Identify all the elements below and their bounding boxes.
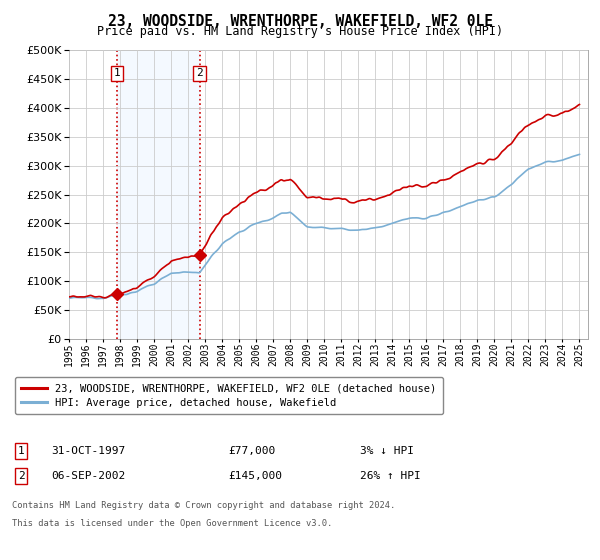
Text: £145,000: £145,000 [228,471,282,481]
Text: 31-OCT-1997: 31-OCT-1997 [51,446,125,456]
Text: 26% ↑ HPI: 26% ↑ HPI [360,471,421,481]
Bar [117,50,200,339]
Text: This data is licensed under the Open Government Licence v3.0.: This data is licensed under the Open Gov… [12,519,332,528]
Text: 23, WOODSIDE, WRENTHORPE, WAKEFIELD, WF2 0LE: 23, WOODSIDE, WRENTHORPE, WAKEFIELD, WF2… [107,14,493,29]
Text: 3% ↓ HPI: 3% ↓ HPI [360,446,414,456]
Text: 2: 2 [17,471,25,481]
Text: 1: 1 [17,446,25,456]
Legend: 23, WOODSIDE, WRENTHORPE, WAKEFIELD, WF2 0LE (detached house), HPI: Average pric: 23, WOODSIDE, WRENTHORPE, WAKEFIELD, WF2… [14,377,443,414]
Text: Contains HM Land Registry data © Crown copyright and database right 2024.: Contains HM Land Registry data © Crown c… [12,501,395,510]
Text: Price paid vs. HM Land Registry's House Price Index (HPI): Price paid vs. HM Land Registry's House … [97,25,503,38]
Text: 2: 2 [196,68,203,78]
Text: £77,000: £77,000 [228,446,275,456]
Text: 06-SEP-2002: 06-SEP-2002 [51,471,125,481]
Text: 1: 1 [114,68,121,78]
